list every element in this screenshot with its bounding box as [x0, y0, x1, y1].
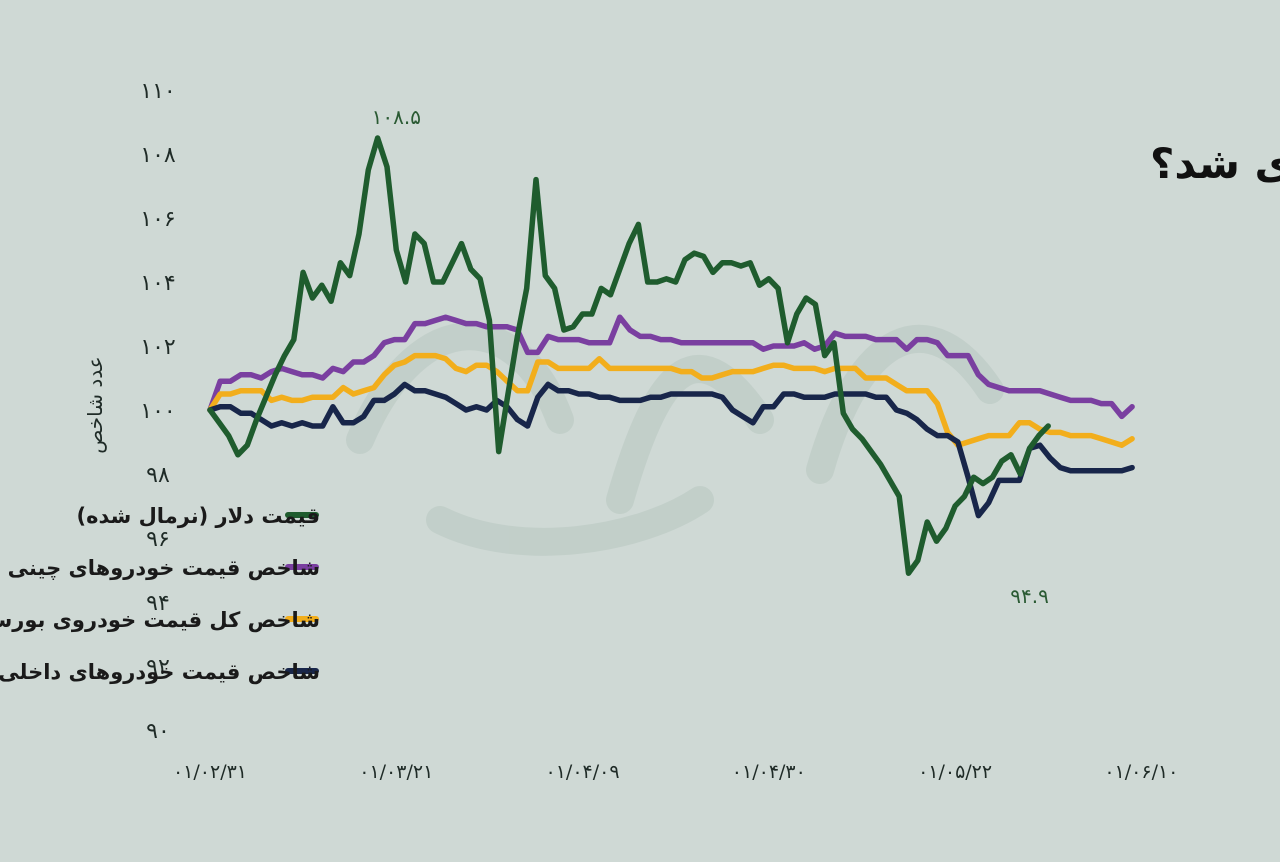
legend-label: قیمت دلار (نرمال شده) [77, 504, 321, 528]
y-axis-ticks: ۹۰ ۹۲ ۹۴ ۹۶ ۹۸ ۱۰۰ ۱۰۲ ۱۰۴ ۱۰۶ ۱۰۸ ۱۱۰ [140, 79, 176, 744]
y-tick-label: ۹۲ [146, 655, 170, 680]
x-tick-label: ۰۱/۰۵/۲۲ [918, 761, 992, 783]
y-tick-label: ۱۰۶ [140, 207, 175, 232]
legend-item: شاخص قیمت خودروهای چینی [8, 556, 320, 580]
x-tick-label: ۰۱/۰۶/۱۰ [1104, 761, 1178, 783]
x-tick-label: ۰۱/۰۴/۳۰ [732, 761, 806, 783]
series-line-0 [207, 135, 1051, 576]
legend-item: شاخص کل قیمت خودروی بورسان [0, 608, 320, 632]
legend-label: شاخص قیمت خودروهای چینی [8, 556, 320, 580]
x-tick-label: ۰۱/۰۴/۰۹ [546, 761, 620, 783]
legend-item: قیمت دلار (نرمال شده) [77, 504, 321, 528]
data-label: ۱۰۸.۵ [372, 105, 421, 129]
y-tick-label: ۱۰۸ [140, 143, 176, 168]
y-tick-label: ۹۶ [146, 527, 170, 552]
y-tick-label: ۹۰ [146, 719, 170, 744]
chart-title: خودرو هم صعودی شد؟ [1150, 139, 1280, 189]
series-line-3 [207, 381, 1135, 519]
x-axis-ticks: ۰۱/۰۲/۳۱ ۰۱/۰۳/۲۱ ۰۱/۰۴/۰۹ ۰۱/۰۴/۳۰ ۰۱/۰۵/۲۲… [173, 761, 1178, 783]
series-line-2 [207, 352, 1135, 448]
annotations: ۱۰۸.۵ ۹۴.۹ [372, 105, 1049, 608]
x-tick-label: ۰۱/۰۳/۲۱ [359, 761, 433, 783]
y-tick-label: ۹۸ [146, 463, 170, 488]
y-axis-label: عدد شاخص [83, 356, 107, 453]
y-tick-label: ۹۴ [146, 591, 170, 616]
x-tick-label: ۰۱/۰۲/۳۱ [173, 761, 247, 783]
legend-item: شاخص قیمت خودروهای داخلی [0, 660, 320, 684]
legend-label: شاخص قیمت خودروهای داخلی [0, 660, 320, 684]
y-tick-label: ۱۰۰ [140, 399, 175, 424]
data-label: ۹۴.۹ [1010, 584, 1049, 608]
y-tick-label: ۱۱۰ [140, 79, 175, 104]
legend-label: شاخص کل قیمت خودروی بورسان [0, 608, 320, 632]
y-tick-label: ۱۰۲ [140, 335, 175, 360]
legend: قیمت دلار (نرمال شده) شاخص قیمت خودروهای … [0, 504, 320, 684]
y-tick-label: ۱۰۴ [140, 271, 175, 296]
series-lines [207, 135, 1135, 576]
series-line-1 [207, 314, 1135, 420]
